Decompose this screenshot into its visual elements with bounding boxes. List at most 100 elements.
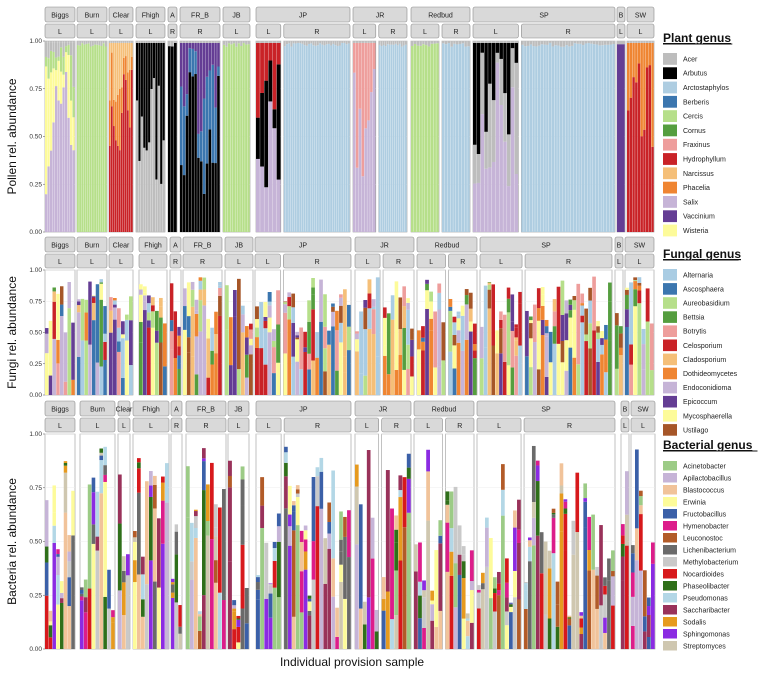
bar-segment <box>214 353 218 395</box>
bar-segment <box>136 100 139 232</box>
bar-segment <box>295 331 299 336</box>
bar-segment <box>284 508 288 649</box>
bar-segment <box>119 42 121 89</box>
bar-segment <box>372 41 376 43</box>
bar-segment <box>197 42 200 134</box>
bar-segment <box>509 602 513 604</box>
facet-strip <box>76 236 108 253</box>
bar-segment <box>103 596 107 649</box>
bar-segment <box>381 577 386 600</box>
bar-segment <box>208 70 212 130</box>
bar-segment <box>117 41 119 43</box>
facet-strip-label: B <box>619 13 624 20</box>
legend-label: Cladosporium <box>683 357 726 364</box>
bar-segment <box>89 41 92 47</box>
legend-label: Aureobasidium <box>683 301 730 308</box>
bar-segment <box>609 44 612 232</box>
legend-label: Arctostaphylos <box>683 85 729 92</box>
bar-segment <box>394 529 399 543</box>
bar-segment <box>524 608 528 649</box>
bar-segment <box>539 573 544 649</box>
bar-segment <box>267 301 272 306</box>
facet-strip <box>179 6 221 23</box>
sub-strip-label: R <box>390 29 395 36</box>
bar-segment <box>327 533 332 549</box>
bar-segment <box>497 583 501 591</box>
bar-segment <box>214 504 218 528</box>
legend-label: Narcissus <box>683 171 714 178</box>
bar-segment <box>107 569 111 609</box>
bar-segment <box>445 571 450 649</box>
bar-segment <box>583 501 588 528</box>
bar-segment <box>202 458 206 462</box>
bar-segment <box>62 41 65 43</box>
bar-segment <box>111 106 113 232</box>
bar-segment <box>370 558 375 649</box>
bar-segment <box>473 144 477 184</box>
bar-segment <box>480 114 485 232</box>
bar-segment <box>63 472 68 513</box>
bar-segment <box>629 344 633 365</box>
sub-strip <box>255 417 282 433</box>
bar-segment <box>287 297 292 307</box>
bar-segment <box>429 301 433 319</box>
bar-segment <box>611 576 615 606</box>
bar-segment <box>173 311 178 359</box>
facet-strip-label: Burn <box>85 243 100 250</box>
sub-strip <box>445 417 475 433</box>
bar-segment <box>211 162 214 232</box>
sub-strip-label: L <box>96 423 100 430</box>
bar-segment <box>608 301 612 341</box>
bar-segment <box>225 41 228 47</box>
bar-segment <box>649 370 654 395</box>
legend-swatch <box>663 153 677 165</box>
bar-segment <box>217 42 220 67</box>
bar-segment <box>137 468 141 493</box>
bar-segment <box>358 41 362 43</box>
bar-segment <box>255 347 259 395</box>
legend-label: Dothideomycetes <box>683 371 738 378</box>
bar-segment <box>63 463 68 466</box>
sub-strip <box>224 253 254 269</box>
bar-segment <box>464 289 469 296</box>
bar-segment <box>476 41 481 43</box>
bar-segment <box>45 595 49 649</box>
facet-strip-label: JP <box>299 13 308 20</box>
bar-segment <box>319 508 324 649</box>
bar-segment <box>99 448 104 453</box>
bar-segment <box>206 484 210 522</box>
bar-segment <box>202 305 207 395</box>
bar-segment <box>568 310 573 318</box>
bar-segment <box>567 617 572 619</box>
sub-strip-label: L <box>119 29 123 36</box>
facet-strip-label: SW <box>637 407 649 414</box>
facet-strip-label: FR_B <box>194 243 212 250</box>
bar-segment <box>456 318 461 331</box>
bar-segment <box>157 85 160 232</box>
bar-segment <box>153 508 157 582</box>
bar-segment <box>63 332 68 382</box>
bar-segment <box>245 44 248 233</box>
bar-segment <box>129 365 133 395</box>
bar-segment <box>307 615 312 649</box>
bar-segment <box>121 87 123 113</box>
bar-segment <box>413 41 417 44</box>
sub-strip-label: R <box>170 29 175 36</box>
bar-segment <box>394 542 399 571</box>
bar-segment <box>60 41 63 43</box>
bar-segment <box>560 314 565 342</box>
bar-segment <box>651 42 654 147</box>
bar-segment <box>249 338 253 346</box>
bar-segment <box>596 361 600 395</box>
bar-segment <box>555 604 560 627</box>
bar-segment <box>390 44 393 232</box>
bar-segment <box>514 42 519 63</box>
y-axis-label: Fungi rel. abundance <box>5 276 19 389</box>
bar-segment <box>491 284 495 346</box>
bar-segment <box>398 329 403 355</box>
bar-segment <box>55 70 58 87</box>
bar-segment <box>532 304 537 343</box>
bar-segment <box>544 333 549 337</box>
bar-segment <box>202 448 206 459</box>
bar-segment <box>276 64 281 180</box>
